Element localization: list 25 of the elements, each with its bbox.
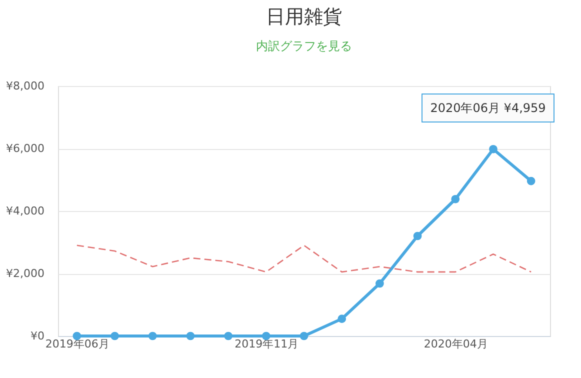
y-tick-label: ¥6,000	[6, 142, 44, 155]
line-series	[76, 244, 532, 273]
chart-title: 日用雑貨	[266, 6, 342, 28]
point	[376, 279, 384, 288]
point	[186, 332, 195, 340]
x-tick-label: 2020年04月	[424, 338, 488, 350]
y-tick-label: ¥0	[30, 330, 44, 342]
point	[110, 332, 119, 340]
y-tick-label: ¥2,000	[6, 267, 44, 280]
point	[262, 332, 270, 340]
y-tick-label: ¥4,000	[6, 204, 44, 218]
point	[526, 176, 536, 186]
x-tick-label: 2019年06月	[45, 338, 110, 350]
point	[413, 232, 422, 240]
point	[72, 332, 82, 340]
annotation: 2020年06月 ¥4,959	[430, 101, 546, 115]
chart-subtitle: 内訳グラフを見る	[256, 39, 352, 53]
point	[148, 332, 157, 340]
y-tick-label: ¥8,000	[6, 80, 44, 92]
point	[224, 332, 232, 340]
point	[489, 144, 498, 154]
x-tick-label: 2019年11月	[234, 338, 299, 350]
point	[338, 314, 346, 323]
point	[451, 194, 460, 204]
point	[300, 332, 308, 340]
